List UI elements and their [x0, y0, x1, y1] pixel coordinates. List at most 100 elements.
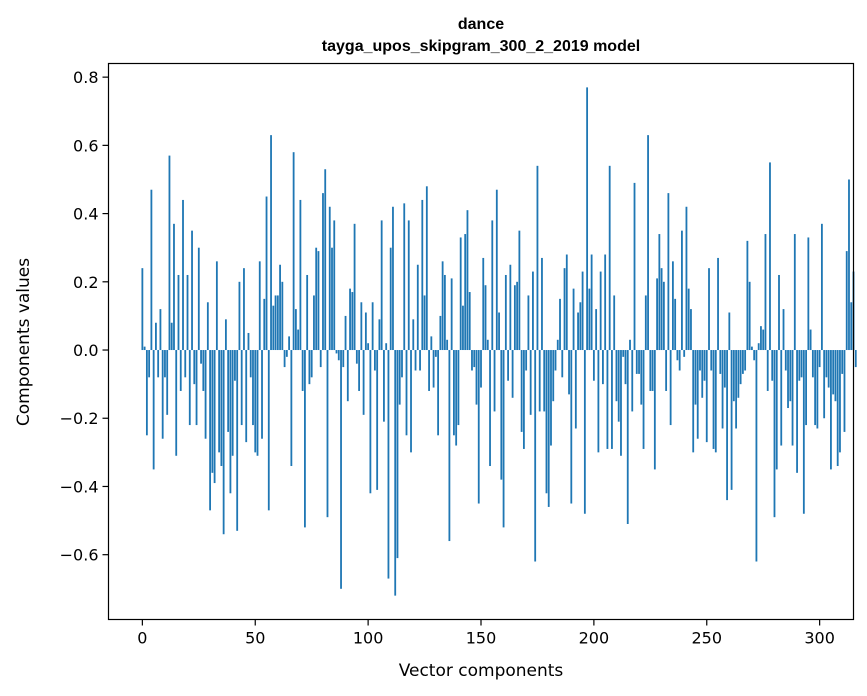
bar — [227, 350, 230, 432]
bar — [751, 346, 753, 351]
bar — [588, 288, 591, 351]
bar — [414, 350, 417, 371]
bar — [355, 350, 358, 364]
bar — [425, 186, 428, 351]
bar — [267, 350, 270, 511]
bar — [714, 350, 717, 453]
bar — [656, 278, 658, 351]
bar — [814, 350, 817, 426]
bar — [480, 350, 482, 388]
bar — [608, 165, 611, 351]
bar — [626, 350, 629, 524]
bar — [633, 182, 636, 351]
bar — [349, 288, 351, 351]
bar — [629, 339, 631, 351]
bar — [168, 155, 171, 351]
y-tick-label: 0.6 — [73, 136, 98, 155]
bar — [647, 135, 649, 351]
bar — [457, 350, 460, 426]
bar — [500, 350, 503, 480]
bar — [367, 343, 370, 351]
bar — [247, 332, 250, 351]
bar — [301, 350, 304, 391]
bar — [827, 350, 830, 388]
bar — [419, 350, 421, 371]
bar — [793, 234, 796, 351]
bar — [484, 285, 487, 351]
bar — [378, 319, 381, 351]
bar — [545, 350, 548, 494]
bar — [807, 237, 810, 351]
bar — [224, 319, 227, 351]
y-axis-label: Components values — [14, 258, 34, 426]
bar — [728, 312, 731, 351]
bar — [841, 350, 844, 374]
bar — [439, 315, 442, 351]
bar — [182, 199, 184, 351]
bar — [175, 350, 178, 456]
bar — [394, 350, 397, 596]
bar — [164, 350, 166, 378]
bar — [324, 169, 327, 351]
bar — [644, 295, 647, 351]
bar — [811, 350, 814, 378]
bar — [635, 350, 638, 374]
bar — [141, 268, 144, 351]
bar — [204, 350, 207, 439]
bar — [430, 336, 433, 351]
bar — [665, 350, 668, 391]
y-tick-label: 0.0 — [73, 341, 98, 360]
bar — [559, 298, 561, 351]
bar — [353, 223, 356, 351]
bar — [344, 315, 347, 351]
x-axis-ticks: 0 50 100 150 200 250 300 — [137, 619, 835, 648]
bar — [304, 350, 306, 528]
bar — [570, 350, 573, 504]
bar — [527, 295, 530, 351]
bar — [660, 268, 663, 351]
bar — [385, 343, 388, 351]
bar — [737, 350, 740, 398]
bar — [848, 179, 850, 351]
bar — [617, 350, 620, 422]
bar — [730, 350, 733, 490]
bar — [453, 350, 455, 436]
bar — [373, 350, 376, 371]
bar — [468, 292, 471, 351]
bar — [272, 305, 275, 351]
bar — [294, 309, 297, 351]
bar — [509, 264, 512, 351]
plot-frame — [107, 62, 855, 621]
bar — [732, 350, 735, 402]
bar — [159, 309, 162, 351]
bar — [502, 350, 505, 528]
bar — [522, 350, 525, 449]
bar — [173, 223, 175, 351]
bar — [215, 261, 218, 351]
bar — [340, 350, 342, 589]
bar — [243, 268, 245, 351]
bar — [717, 257, 719, 351]
bar — [482, 257, 485, 351]
bar — [638, 350, 640, 374]
bar — [491, 220, 494, 351]
bar — [313, 295, 315, 351]
bar — [432, 350, 435, 388]
bar — [766, 350, 769, 391]
bar — [376, 350, 379, 490]
bar — [346, 350, 349, 402]
bar — [744, 350, 747, 371]
bar — [561, 350, 564, 378]
bar — [690, 309, 692, 351]
bar — [412, 319, 415, 351]
y-tick-label: −0.2 — [60, 409, 99, 428]
bar — [166, 350, 169, 415]
bar — [489, 350, 491, 467]
bar — [773, 350, 776, 518]
x-tick-label: 200 — [579, 629, 610, 648]
bar — [538, 350, 541, 412]
bar — [552, 350, 555, 402]
bar — [462, 305, 464, 351]
bar — [692, 350, 695, 453]
bar — [254, 350, 257, 453]
